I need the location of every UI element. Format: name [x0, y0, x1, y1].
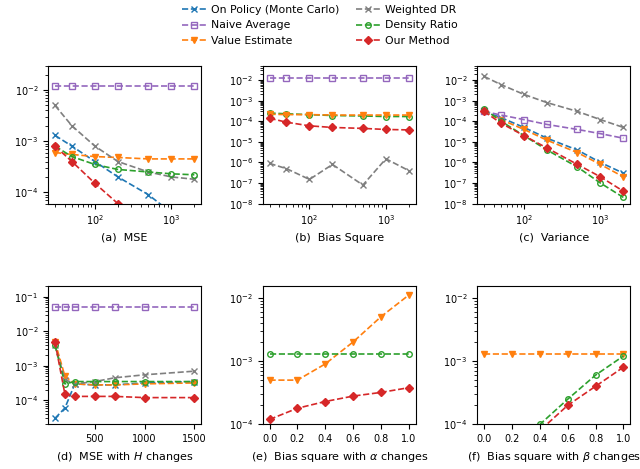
X-axis label: (e)  Bias square with $\alpha$ changes: (e) Bias square with $\alpha$ changes — [250, 450, 428, 464]
Legend: On Policy (Monte Carlo), Naive Average, Value Estimate, Weighted DR, Density Rat: On Policy (Monte Carlo), Naive Average, … — [178, 1, 462, 50]
X-axis label: (f)  Bias square with $\beta$ changes: (f) Bias square with $\beta$ changes — [467, 450, 640, 464]
X-axis label: (b)  Bias Square: (b) Bias Square — [294, 233, 384, 243]
X-axis label: (d)  MSE with $H$ changes: (d) MSE with $H$ changes — [56, 450, 193, 464]
X-axis label: (a)  MSE: (a) MSE — [102, 233, 148, 243]
X-axis label: (c)  Variance: (c) Variance — [518, 233, 589, 243]
